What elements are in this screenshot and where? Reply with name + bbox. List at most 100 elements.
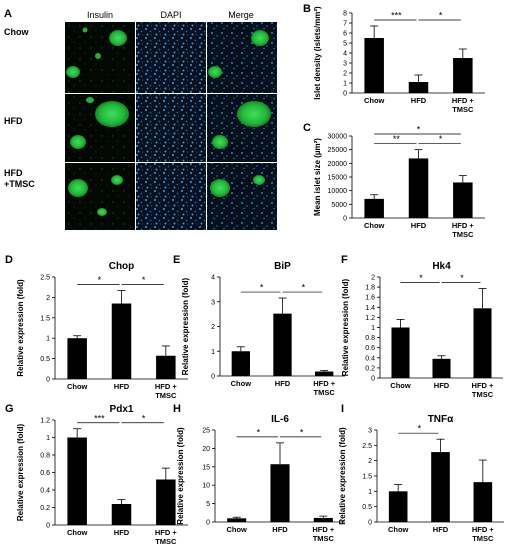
y-tick-label: 2 (343, 71, 347, 78)
chart-title: Chop (109, 261, 135, 272)
bar (391, 327, 410, 378)
category-label-line: Chow (67, 528, 88, 537)
category-label-line: Chow (226, 525, 247, 534)
islet-cell (95, 101, 129, 127)
y-axis-label: Relative expression (fold) (16, 279, 25, 377)
y-tick-label: 1 (371, 325, 375, 332)
significance-label: ** (393, 134, 401, 144)
category-label-line: Chow (231, 379, 252, 388)
panel-letter: G (5, 403, 14, 415)
category-label: HFD + TMSC (452, 221, 474, 239)
islet-cell (253, 175, 265, 185)
significance-label: * (418, 424, 422, 434)
y-axis-label: Relative expression (fold) (16, 423, 25, 521)
category-label-line: Chow (388, 525, 409, 534)
category-label-line: TMSC (472, 534, 494, 543)
y-axis-label: Relative expression (fold) (341, 278, 350, 376)
y-tick-label: 1.2 (365, 315, 375, 322)
category-label: HFD (272, 525, 288, 534)
chart-islet-size: C 0 5000 10000 15000 20000 25000 30000 Mean isle… (303, 122, 485, 239)
y-tick-label: 10 (202, 483, 210, 490)
category-label-line: TMSC (452, 105, 474, 114)
category-label-line: TMSC (314, 388, 336, 397)
category-label-line: TMSC (452, 230, 474, 239)
category-label: HFD (275, 379, 291, 388)
y-tick-label: 0.2 (40, 505, 50, 512)
chart-title: TNFα (428, 414, 454, 425)
islet-cell (111, 175, 123, 185)
islet-cell (86, 97, 94, 103)
y-tick-label: 0 (371, 376, 375, 383)
y-axis-label: Mean islet size (µm²) (313, 138, 322, 216)
islet-cell (212, 135, 228, 149)
category-label-line: Chow (364, 221, 385, 230)
column-label-insulin: Insulin (87, 10, 113, 20)
panel-letter: H (173, 403, 181, 415)
image-hfd-tmsc-dapi (136, 163, 206, 230)
category-label-line: HFD (434, 381, 450, 390)
y-tick-label: 1.4 (365, 305, 375, 312)
y-tick-label: 20000 (328, 161, 348, 168)
islet-cell (208, 66, 222, 78)
bar (227, 518, 247, 522)
category-label: HFD + TMSC (472, 525, 494, 543)
bar (270, 464, 290, 522)
category-label: Chow (231, 379, 252, 388)
y-tick-label: 4 (343, 51, 347, 58)
bar (111, 504, 132, 525)
y-tick-label: 0.5 (40, 356, 50, 363)
islet-cell (97, 208, 107, 216)
y-tick-label: 1 (368, 489, 372, 496)
y-tick-label: 3 (368, 428, 372, 435)
image-hfd-dapi (136, 94, 206, 162)
column-label-merge: Merge (228, 10, 254, 20)
category-label: HFD + TMSC (472, 381, 494, 399)
category-label: HFD + TMSC (452, 96, 474, 114)
category-label-line: TMSC (155, 391, 177, 400)
micrograph-panel: A Insulin DAPI Merge Chow HFD HFD +TMSC (4, 8, 277, 230)
y-tick-label: 2 (368, 458, 372, 465)
islet-cell (109, 30, 127, 46)
panel-letter: F (341, 254, 348, 266)
y-tick-label: 20 (202, 446, 210, 453)
islet-cell (210, 179, 230, 197)
significance-label: * (302, 283, 306, 293)
islet-cell (237, 101, 271, 127)
category-label-line: HFD + (155, 382, 177, 391)
significance-label: * (439, 11, 443, 21)
category-label: HFD + TMSC (312, 525, 334, 543)
y-tick-label: 0 (368, 520, 372, 527)
y-tick-label: 1.8 (365, 285, 375, 292)
significance-label: * (417, 125, 421, 135)
y-tick-label: 6 (343, 31, 347, 38)
significance-label: * (260, 283, 264, 293)
bar (453, 58, 473, 93)
y-tick-label: 1 (46, 336, 50, 343)
y-tick-label: 3 (343, 61, 347, 68)
y-tick-label: 0 (343, 216, 347, 223)
bar (313, 517, 333, 522)
y-tick-label: 0 (211, 374, 215, 381)
y-tick-label: 0.6 (40, 470, 50, 477)
y-tick-label: 2 (211, 324, 215, 331)
islet-cell (66, 66, 80, 78)
bar (364, 198, 384, 218)
y-tick-label: 10000 (328, 188, 348, 195)
bar (111, 303, 132, 379)
category-label-line: TMSC (155, 537, 177, 546)
row-label-hfd-tmsc: HFD +TMSC (4, 168, 35, 189)
significance-label: * (257, 427, 261, 437)
bar (473, 308, 492, 378)
y-tick-label: 5000 (331, 202, 347, 209)
panel-letter: I (341, 403, 344, 415)
bar (156, 355, 176, 379)
y-tick-label: 0.2 (365, 365, 375, 372)
y-tick-label: 2.5 (362, 443, 372, 450)
significance-label: * (98, 275, 102, 285)
category-label: HFD (434, 381, 450, 390)
category-label: HFD (114, 528, 130, 537)
y-tick-label: 0 (343, 91, 347, 98)
image-hfd-merge (207, 94, 277, 162)
category-label-line: Chow (364, 96, 385, 105)
column-label-dapi: DAPI (160, 10, 181, 20)
